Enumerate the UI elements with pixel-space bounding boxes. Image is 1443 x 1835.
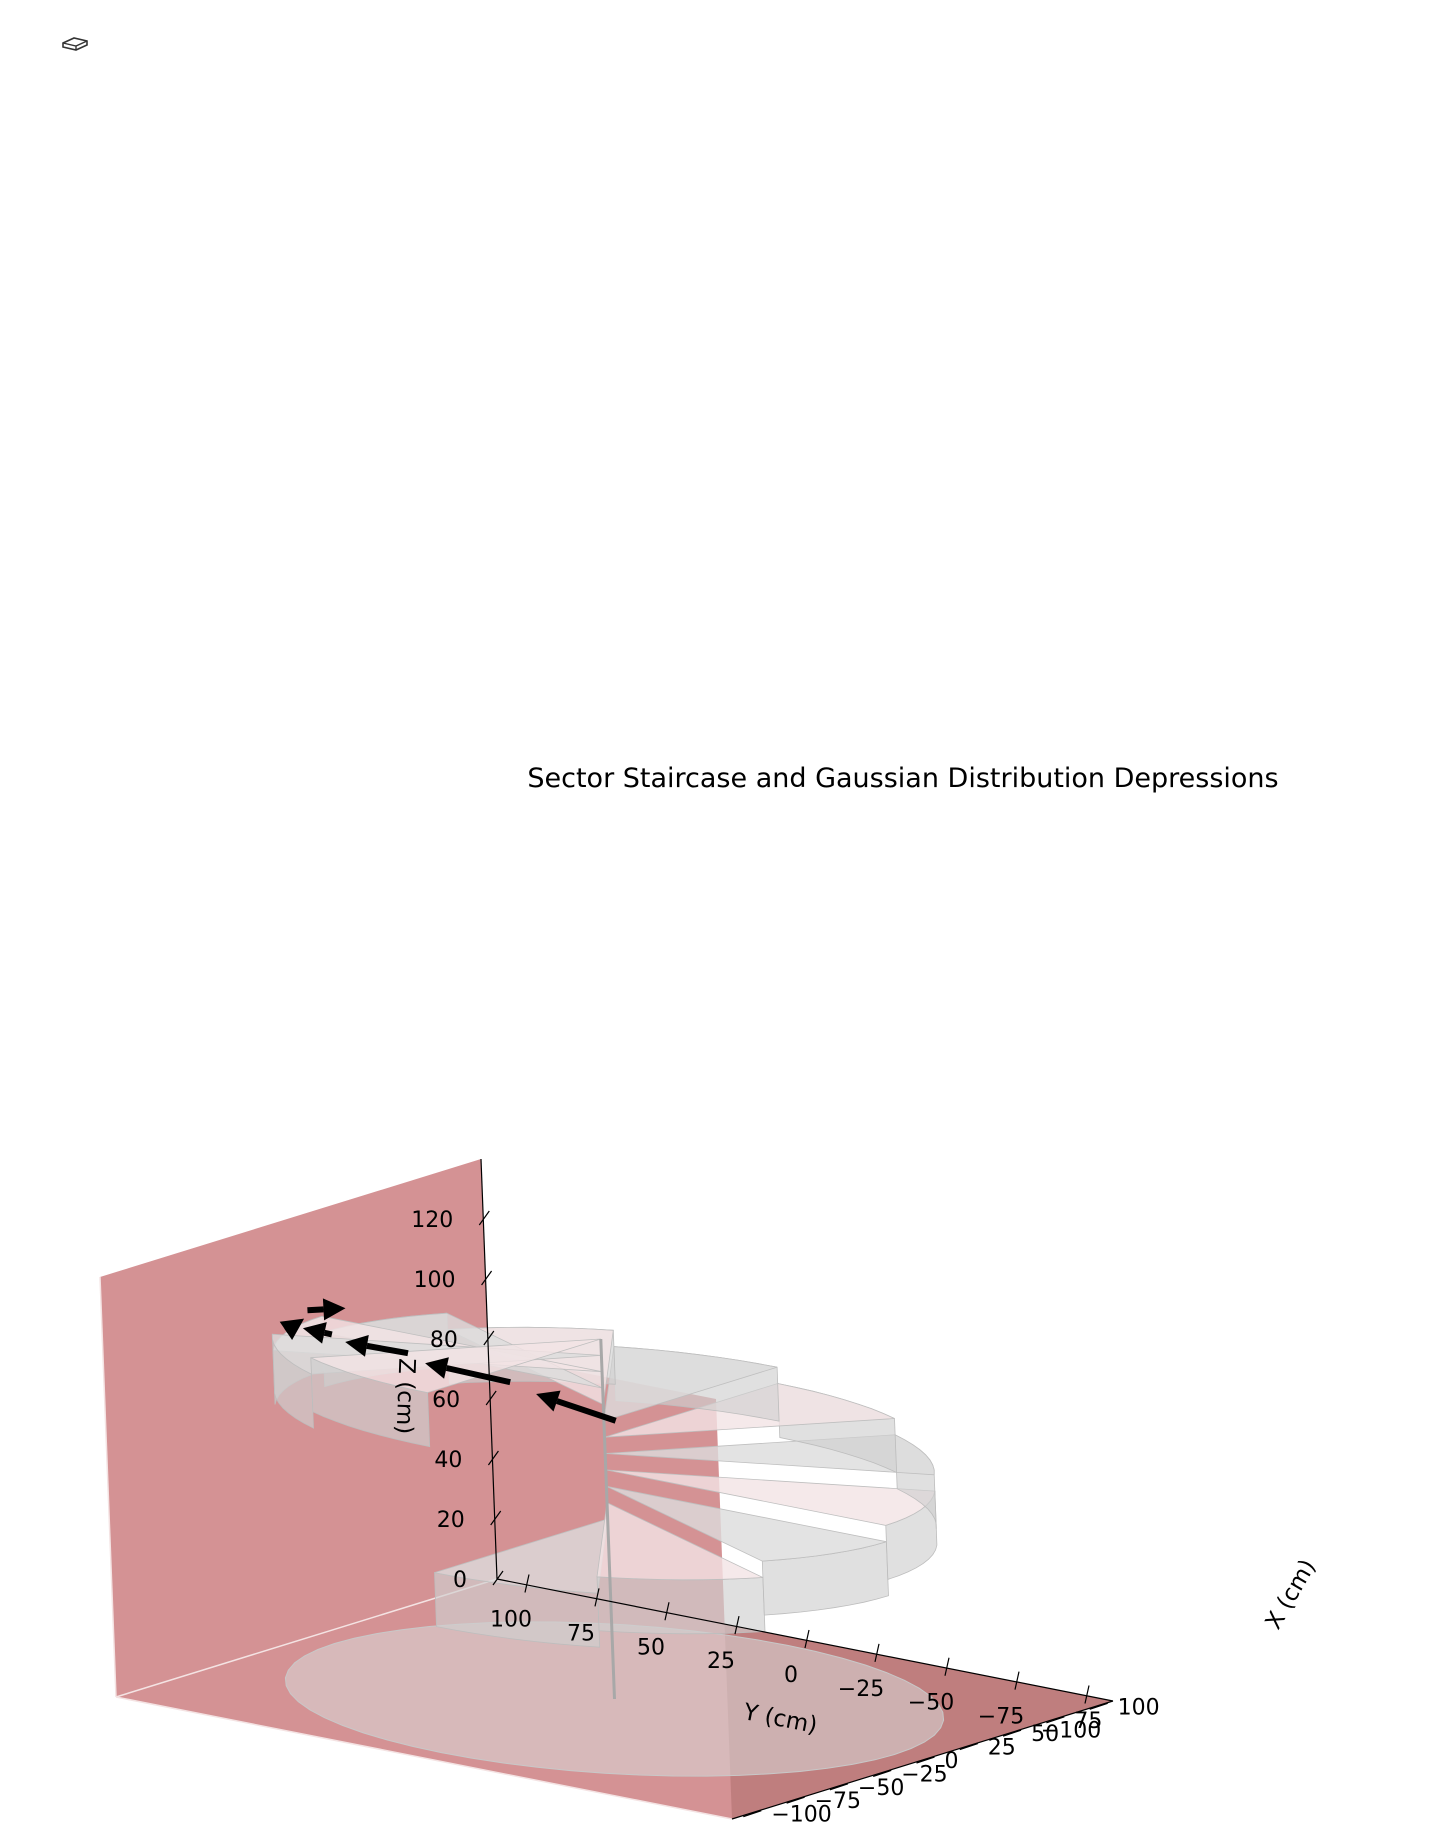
tick-labels: 1007550250−25−50−75−1001007550250−25−50−…	[411, 1208, 1159, 1828]
z-tick-label: 100	[414, 1268, 456, 1293]
z-tick-label: 0	[453, 1568, 467, 1593]
x-tick	[1046, 1716, 1065, 1724]
x-tick	[743, 1810, 762, 1818]
side-pane	[100, 1159, 497, 1697]
pane-edge	[99, 1276, 117, 1698]
y-tick	[944, 1657, 950, 1676]
y-tick	[524, 1574, 530, 1593]
step-riser	[596, 1576, 766, 1635]
step-tread	[596, 1502, 764, 1581]
z-axis-line	[480, 1158, 498, 1580]
x-axis-line	[731, 1700, 1114, 1820]
arrow-head	[302, 1322, 327, 1344]
arrow-head	[536, 1390, 561, 1412]
y-tick	[804, 1629, 810, 1649]
y-tick-label: 25	[707, 1649, 735, 1674]
x-axis-label: X (cm)	[1261, 1555, 1322, 1634]
z-tick	[485, 1390, 497, 1406]
y-tick	[874, 1643, 880, 1662]
arrow-shaft	[307, 1306, 324, 1314]
step-tread	[434, 1518, 609, 1594]
z-tick	[481, 1270, 493, 1286]
x-tick	[1002, 1729, 1022, 1737]
x-tick	[959, 1743, 978, 1751]
arrow-shaft	[323, 1329, 333, 1338]
step-tread	[603, 1346, 778, 1422]
x-tick-label: −75	[815, 1789, 861, 1814]
pane-edge	[115, 1696, 733, 1820]
z-tick	[492, 1570, 504, 1586]
arrow-shaft	[555, 1398, 617, 1424]
y-tick	[1084, 1685, 1090, 1704]
y-tick-label: 0	[784, 1663, 798, 1688]
z-tick	[490, 1510, 502, 1526]
pane-edge	[115, 1578, 498, 1698]
center-column	[599, 1338, 616, 1700]
y-tick	[734, 1616, 740, 1635]
z-axis-label: Z (cm)	[391, 1358, 420, 1435]
z-tick-label: 120	[411, 1208, 453, 1233]
x-tick-label: −25	[901, 1762, 947, 1787]
arrow-series	[279, 1298, 617, 1424]
staircase-surface	[271, 1312, 945, 1777]
x-tick-label: 50	[1031, 1722, 1059, 1747]
y-tick-label: −100	[1041, 1718, 1101, 1743]
z-tick-label: 40	[434, 1448, 462, 1473]
y-tick-label: 50	[637, 1635, 665, 1660]
arrow-shaft	[366, 1342, 409, 1357]
cube-icon	[62, 37, 88, 51]
x-tick	[916, 1756, 935, 1764]
x-tick	[829, 1783, 849, 1791]
x-tick	[786, 1796, 805, 1804]
x-tick-label: −100	[771, 1803, 831, 1828]
y-tick	[1014, 1671, 1020, 1690]
y-tick-label: −75	[978, 1705, 1024, 1730]
tick-marks	[478, 1210, 1108, 1818]
x-tick-label: 25	[988, 1736, 1016, 1761]
y-tick	[594, 1588, 600, 1607]
arrow-head	[345, 1335, 369, 1357]
z-tick	[487, 1450, 499, 1466]
x-tick-label: −50	[858, 1776, 904, 1801]
chart-title: Sector Staircase and Gaussian Distributi…	[527, 763, 1278, 794]
y-tick-label: −50	[908, 1691, 954, 1716]
arrow-shaft	[445, 1365, 511, 1386]
arrow-head	[322, 1298, 346, 1321]
y-tick-label: 75	[567, 1621, 595, 1646]
axis-lines	[480, 1158, 1114, 1820]
x-tick-label: 75	[1074, 1709, 1102, 1734]
x-tick-label: 100	[1118, 1695, 1160, 1720]
z-tick	[478, 1210, 490, 1226]
z-tick-label: 20	[437, 1508, 465, 1533]
z-tick-label: 60	[432, 1388, 460, 1413]
arrow-head	[425, 1357, 449, 1379]
x-tick-label: 0	[945, 1749, 959, 1774]
y-tick	[664, 1602, 670, 1621]
y-tick-label: 100	[490, 1608, 532, 1633]
z-tick	[483, 1330, 495, 1346]
x-tick	[1089, 1702, 1108, 1710]
step-tread	[606, 1485, 887, 1562]
z-tick-label: 80	[430, 1328, 458, 1353]
x-tick	[873, 1769, 892, 1777]
arrow-head	[279, 1318, 305, 1340]
step-tread	[310, 1338, 601, 1394]
y-axis-line	[496, 1578, 1114, 1702]
y-tick-label: −25	[838, 1677, 884, 1702]
